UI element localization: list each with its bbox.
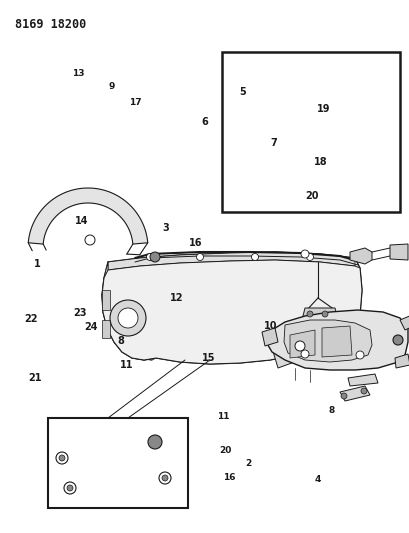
Circle shape bbox=[146, 254, 153, 261]
Text: 17: 17 bbox=[129, 98, 141, 107]
Polygon shape bbox=[271, 340, 299, 368]
Circle shape bbox=[110, 300, 146, 336]
Text: 21: 21 bbox=[28, 374, 41, 383]
Polygon shape bbox=[349, 248, 371, 264]
Circle shape bbox=[64, 482, 76, 494]
Polygon shape bbox=[307, 186, 337, 192]
Polygon shape bbox=[108, 252, 354, 270]
Circle shape bbox=[59, 455, 65, 461]
Polygon shape bbox=[102, 260, 361, 364]
Polygon shape bbox=[317, 65, 371, 72]
Polygon shape bbox=[289, 330, 314, 358]
Circle shape bbox=[249, 73, 259, 83]
Bar bbox=[221, 52, 399, 212]
Circle shape bbox=[150, 252, 160, 262]
Circle shape bbox=[300, 250, 308, 258]
Text: 20: 20 bbox=[305, 191, 318, 201]
Text: 1: 1 bbox=[34, 259, 40, 269]
Text: 24: 24 bbox=[84, 322, 97, 332]
Polygon shape bbox=[264, 310, 407, 370]
Text: 14: 14 bbox=[75, 216, 88, 226]
Polygon shape bbox=[339, 386, 369, 401]
Circle shape bbox=[360, 388, 366, 394]
Text: 2: 2 bbox=[244, 459, 251, 468]
Circle shape bbox=[340, 393, 346, 399]
Text: 11: 11 bbox=[217, 413, 229, 421]
Text: 3: 3 bbox=[162, 223, 169, 233]
Circle shape bbox=[85, 235, 95, 245]
Text: 13: 13 bbox=[72, 69, 84, 78]
Circle shape bbox=[196, 254, 203, 261]
Text: 4: 4 bbox=[314, 475, 320, 484]
Circle shape bbox=[159, 472, 171, 484]
Polygon shape bbox=[301, 308, 337, 320]
Polygon shape bbox=[283, 320, 371, 362]
Circle shape bbox=[267, 91, 275, 99]
Circle shape bbox=[67, 485, 73, 491]
Text: 10: 10 bbox=[263, 321, 276, 331]
Circle shape bbox=[312, 186, 318, 192]
Circle shape bbox=[56, 452, 68, 464]
Polygon shape bbox=[102, 320, 110, 338]
Polygon shape bbox=[102, 290, 110, 310]
Polygon shape bbox=[261, 328, 277, 346]
Polygon shape bbox=[347, 374, 377, 386]
Circle shape bbox=[243, 183, 252, 193]
Polygon shape bbox=[28, 188, 147, 244]
Text: 15: 15 bbox=[202, 353, 215, 363]
Text: 8: 8 bbox=[328, 406, 335, 415]
Circle shape bbox=[300, 350, 308, 358]
Text: 8169 18200: 8169 18200 bbox=[15, 18, 86, 31]
Circle shape bbox=[355, 351, 363, 359]
Text: 16: 16 bbox=[223, 473, 235, 481]
Polygon shape bbox=[389, 244, 407, 260]
Text: 11: 11 bbox=[120, 360, 133, 370]
Text: 23: 23 bbox=[73, 309, 86, 318]
Circle shape bbox=[392, 335, 402, 345]
Circle shape bbox=[148, 435, 162, 449]
Text: 7: 7 bbox=[270, 138, 276, 148]
Circle shape bbox=[162, 475, 168, 481]
Circle shape bbox=[294, 341, 304, 351]
Text: 22: 22 bbox=[24, 314, 37, 324]
Circle shape bbox=[306, 254, 313, 261]
Text: 16: 16 bbox=[189, 238, 202, 248]
Bar bbox=[48, 418, 188, 508]
Circle shape bbox=[321, 311, 327, 317]
Circle shape bbox=[306, 311, 312, 317]
Text: 12: 12 bbox=[169, 294, 182, 303]
Circle shape bbox=[251, 254, 258, 261]
Text: 6: 6 bbox=[201, 117, 208, 126]
Text: 18: 18 bbox=[313, 157, 327, 167]
Polygon shape bbox=[394, 354, 409, 368]
Text: 19: 19 bbox=[317, 104, 330, 114]
Circle shape bbox=[118, 308, 138, 328]
Polygon shape bbox=[239, 118, 267, 126]
Polygon shape bbox=[399, 315, 409, 330]
Text: 9: 9 bbox=[108, 82, 115, 91]
Polygon shape bbox=[239, 120, 267, 180]
Text: 20: 20 bbox=[219, 446, 231, 455]
Text: 5: 5 bbox=[239, 87, 245, 96]
Text: 8: 8 bbox=[117, 336, 124, 346]
Polygon shape bbox=[102, 262, 155, 360]
Polygon shape bbox=[321, 326, 351, 357]
